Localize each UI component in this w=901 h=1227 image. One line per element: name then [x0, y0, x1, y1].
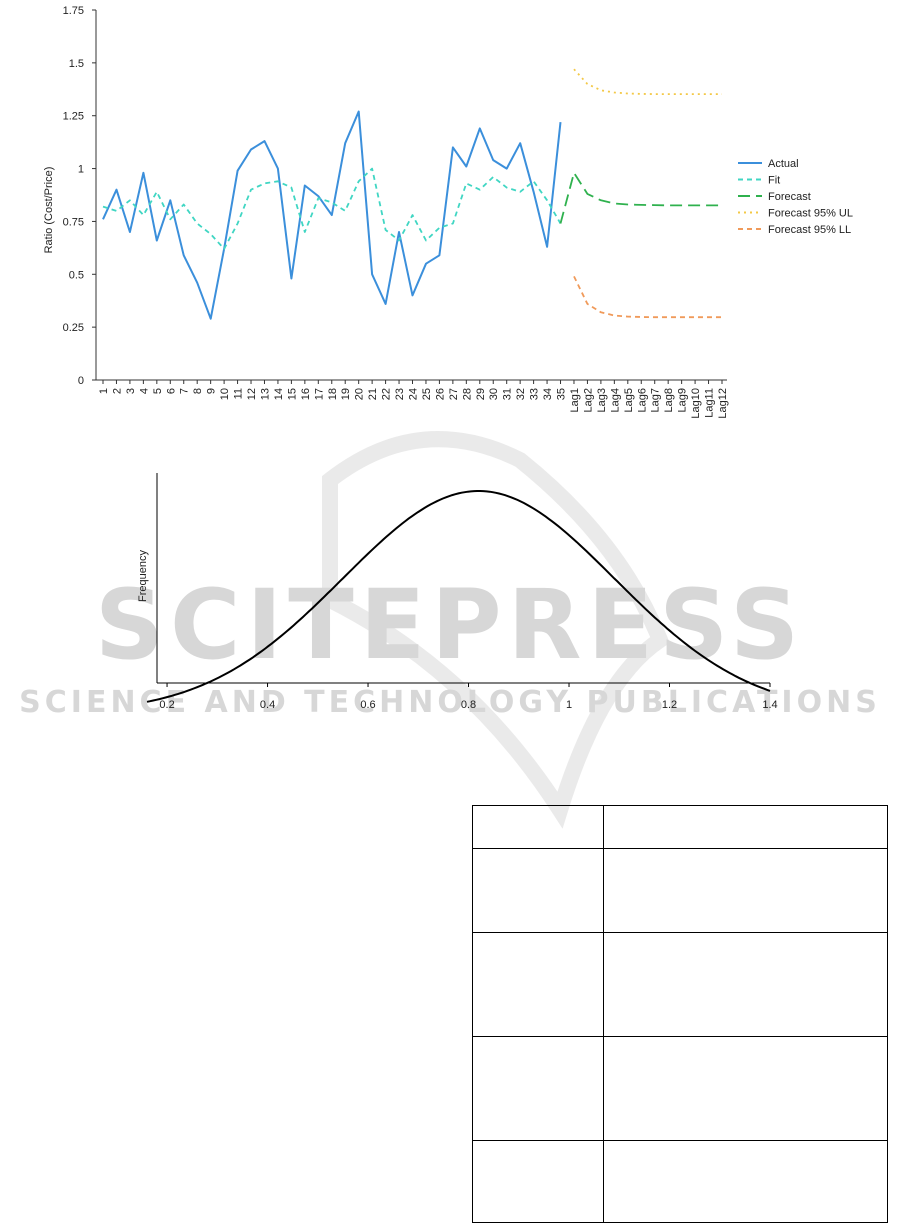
series-forecast-line [559, 171, 722, 224]
table-cell [472, 805, 604, 849]
x-tick-label: 1 [98, 388, 110, 394]
x-tick-label: 1.2 [662, 699, 677, 711]
x-tick-label: Lag9 [677, 388, 689, 412]
x-tick-label: 17 [313, 388, 325, 400]
x-tick-label: 25 [421, 388, 433, 400]
frequency-chart-curve [146, 490, 771, 703]
table-cell [603, 1140, 888, 1223]
y-tick-label: 0.5 [69, 269, 84, 281]
x-tick-label: Lag11 [704, 388, 716, 418]
table-row [472, 1140, 888, 1223]
legend-actual-label: Actual [768, 158, 799, 170]
x-tick-label: 31 [502, 388, 514, 400]
frequency-chart: 0.2 0.4 0.6 0.8 1 1.2 1.4 Frequency [137, 473, 778, 711]
x-tick-label: 12 [246, 388, 258, 400]
y-tick-label: 1.75 [63, 5, 84, 17]
x-tick-label: 24 [408, 388, 420, 400]
x-tick-label: Lag4 [609, 388, 621, 412]
x-tick-label: 20 [354, 388, 366, 400]
x-tick-label: Lag6 [636, 388, 648, 412]
x-tick-label: 2 [111, 388, 123, 394]
x-tick-label: Lag8 [663, 388, 675, 412]
x-tick-label: 33 [529, 388, 541, 400]
x-tick-label: 35 [556, 388, 568, 400]
legend-forecast-label: Forecast [768, 191, 811, 203]
table-cell [603, 1036, 888, 1141]
x-tick-label: 23 [394, 388, 406, 400]
empty-table [472, 805, 888, 1223]
x-tick-label: 34 [542, 388, 554, 400]
x-tick-label: 0.4 [260, 699, 275, 711]
x-tick-label: 11 [233, 388, 245, 399]
x-tick-label: 19 [340, 388, 352, 400]
x-tick-label: 26 [434, 388, 446, 400]
y-tick-label: 1 [78, 164, 84, 176]
x-tick-label: 5 [152, 388, 164, 394]
x-tick-label: 27 [448, 388, 460, 400]
x-tick-label: 21 [367, 388, 379, 400]
x-tick-label: 16 [300, 388, 312, 400]
x-tick-label: 14 [273, 388, 285, 400]
table-cell [472, 932, 604, 1037]
y-tick-label: 0.25 [63, 322, 84, 334]
x-tick-label: 0.6 [360, 699, 375, 711]
y-tick-label: 0.75 [63, 216, 84, 228]
y-tick-label: 0 [78, 375, 84, 387]
x-tick-label: 22 [381, 388, 393, 400]
table-cell [472, 848, 604, 933]
x-tick-label: Lag12 [717, 388, 729, 419]
x-tick-label: Lag7 [650, 388, 662, 412]
ratio-chart-legend: Actual Fit Forecast Forecast 95% UL Forecast… [738, 158, 853, 236]
x-tick-label: 32 [515, 388, 527, 400]
x-tick-label: Lag3 [596, 388, 608, 412]
x-tick-label: 6 [165, 388, 177, 394]
x-tick-label: Lag1 [569, 388, 581, 412]
x-tick-label: 30 [488, 388, 500, 400]
frequency-chart-ylabel: Frequency [137, 550, 149, 602]
legend-forecast-95-ll-label: Forecast 95% LL [768, 224, 851, 236]
table-cell [603, 805, 888, 849]
x-tick-label: Lag10 [690, 388, 702, 419]
table-cell [603, 848, 888, 933]
x-tick-label: 15 [286, 388, 298, 400]
x-tick-label: 18 [327, 388, 339, 400]
series-actual-line [102, 110, 562, 320]
x-tick-label: 0.2 [159, 699, 174, 711]
series-forecast-95-ul-line [573, 68, 722, 95]
x-tick-label: 1.4 [762, 699, 777, 711]
table-cell [472, 1140, 604, 1223]
frequency-curve [146, 490, 771, 703]
table-row [472, 1036, 888, 1141]
y-tick-label: 1.5 [69, 58, 84, 70]
x-tick-label: 9 [206, 388, 218, 394]
table-row [472, 848, 888, 933]
frequency-chart-axes: 0.2 0.4 0.6 0.8 1 1.2 1.4 [156, 473, 778, 711]
table-cell [603, 932, 888, 1037]
x-tick-label: 0.8 [461, 699, 476, 711]
x-tick-label: 7 [179, 388, 191, 394]
x-tick-label: 3 [125, 388, 137, 394]
x-tick-label: Lag5 [623, 388, 635, 412]
x-tick-label: 8 [192, 388, 204, 394]
series-fit-line [102, 167, 562, 250]
table-cell [472, 1036, 604, 1141]
series-forecast-95-ll-line [573, 276, 722, 319]
ratio-chart-ylabel: Ratio (Cost/Price) [43, 167, 55, 254]
table-row [472, 932, 888, 1037]
x-tick-label: 10 [219, 388, 231, 400]
x-tick-label: Lag2 [582, 388, 594, 412]
x-tick-label: 28 [461, 388, 473, 400]
x-tick-label: 29 [475, 388, 487, 400]
table-row [472, 805, 888, 849]
x-tick-label: 13 [259, 388, 271, 400]
x-tick-label: 4 [138, 388, 150, 394]
ratio-chart-series [102, 68, 722, 320]
legend-fit-label: Fit [768, 175, 780, 187]
y-tick-label: 1.25 [63, 111, 84, 123]
legend-forecast-95-ul-label: Forecast 95% UL [768, 208, 853, 220]
x-tick-label: 1 [566, 699, 572, 711]
